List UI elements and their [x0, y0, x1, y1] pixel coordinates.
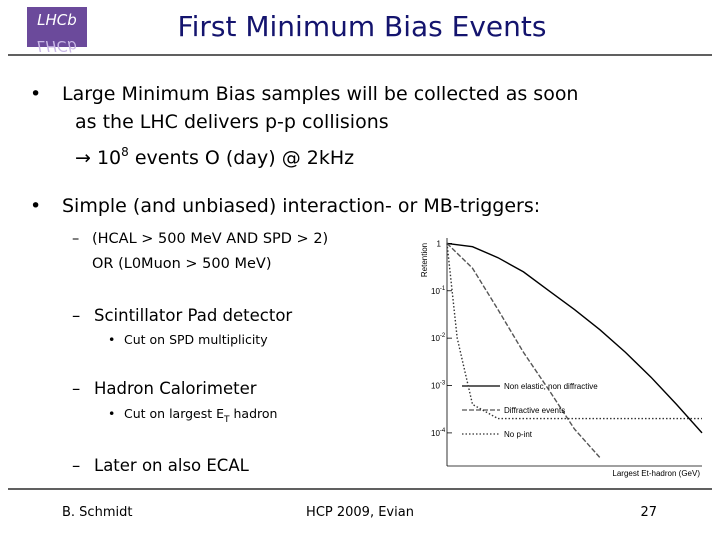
bullet-text: Large Minimum Bias samples will be colle…	[62, 83, 578, 105]
superscript: 8	[121, 145, 129, 159]
sub-text: Hadron Calorimeter	[94, 379, 257, 398]
bullet-dot: •	[30, 83, 41, 105]
logo-reflection: LHCb	[37, 37, 77, 55]
subsub-text: Cut on largest ET hadron	[124, 406, 277, 425]
bullet-text: Simple (and unbiased) interaction- or MB…	[62, 195, 540, 217]
dash: –	[72, 456, 80, 475]
logo-text: LHCb	[37, 11, 77, 29]
legend-label: No p-int	[504, 430, 533, 439]
subscript: T	[223, 415, 230, 425]
logo-bg	[27, 7, 87, 47]
y-tick-label: 10-2	[431, 333, 446, 343]
bullet-text: as the LHC delivers p-p collisions	[75, 111, 389, 133]
tick-exponent: -2	[440, 333, 446, 339]
text-part: hadron	[230, 406, 278, 421]
sub-text: (HCAL > 500 MeV AND SPD > 2)	[92, 231, 328, 247]
footer-event: HCP 2009, Evian	[306, 505, 414, 520]
logo: LHCb LHCb	[27, 7, 87, 55]
bullet-dot: •	[30, 195, 41, 217]
dash: –	[72, 306, 80, 325]
tick-base: 10	[431, 334, 440, 343]
footer-page: 27	[640, 505, 657, 520]
y-axis-label: Retention	[420, 243, 429, 277]
sub-text: OR (L0Muon > 500 MeV)	[92, 256, 271, 272]
sub-text: Later on also ECAL	[94, 456, 250, 475]
arrow-line: → 108 events O (day) @ 2kHz	[75, 145, 354, 169]
y-tick-label: 10-1	[431, 286, 446, 296]
tick-base: 10	[431, 382, 440, 391]
dot: •	[108, 406, 115, 421]
tick-exponent: -4	[440, 428, 446, 434]
y-tick-label: 10-3	[431, 381, 446, 391]
tick-exponent: -3	[440, 381, 446, 387]
slide-title: First Minimum Bias Events	[178, 10, 547, 43]
dash: –	[72, 379, 80, 398]
x-axis-label: Largest Et-hadron (GeV)	[612, 469, 700, 478]
footer-author: B. Schmidt	[62, 505, 132, 520]
tick-base: 10	[431, 287, 440, 296]
text-part: Cut on largest E	[124, 406, 224, 421]
curve	[446, 242, 703, 434]
legend-label: Non elastic, non diffractive	[504, 382, 598, 391]
dot: •	[108, 332, 115, 347]
subsub-text: Cut on SPD multiplicity	[124, 332, 268, 347]
legend-label: Diffractive events	[504, 406, 565, 415]
tick-exponent: -1	[440, 286, 446, 292]
y-tick-label: 10-4	[431, 428, 446, 438]
arrow-text: events O (day) @ 2kHz	[129, 147, 354, 169]
tick-base: 10	[431, 429, 440, 438]
curve	[446, 243, 702, 420]
arrow-text: 10	[97, 147, 121, 169]
curve	[446, 242, 601, 459]
y-tick-label: 1	[437, 239, 442, 248]
dash: –	[72, 231, 79, 247]
sub-text: Scintillator Pad detector	[94, 306, 292, 325]
